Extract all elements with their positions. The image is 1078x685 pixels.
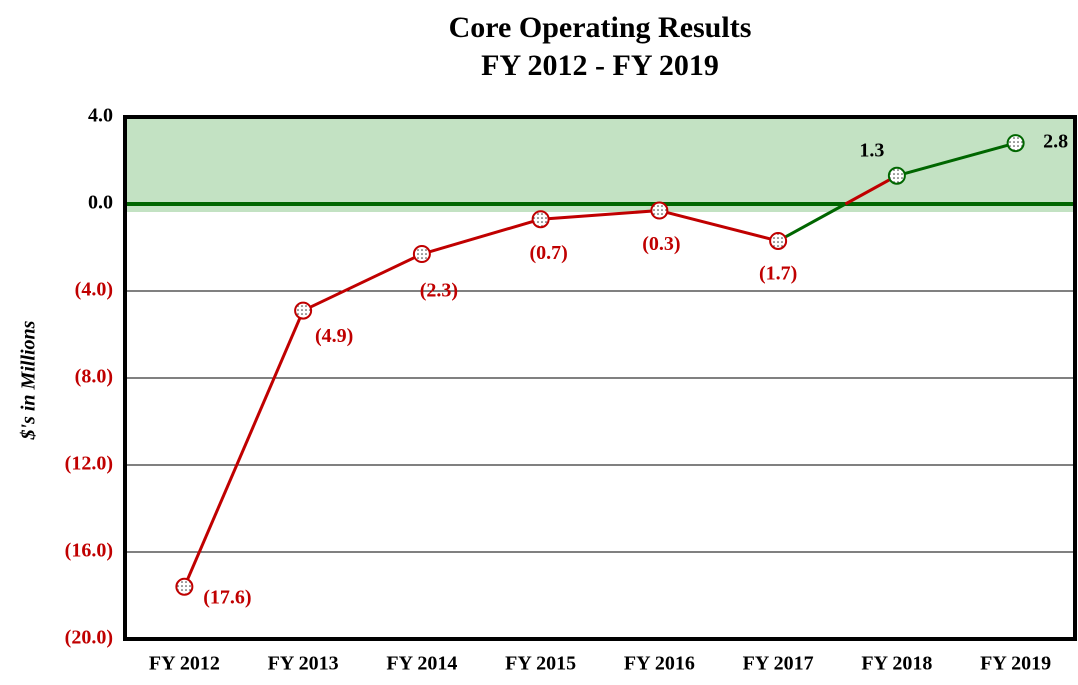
marker <box>175 577 194 596</box>
line-segment <box>777 202 847 243</box>
line-segment <box>844 174 898 206</box>
line-segment <box>659 209 779 243</box>
x-tick-label: FY 2017 <box>743 653 814 675</box>
y-tick-label: (8.0) <box>75 366 113 388</box>
x-tick-label: FY 2013 <box>268 653 339 675</box>
line-segment <box>302 252 423 312</box>
chart-title: Core Operating Results <box>449 11 752 44</box>
data-label: (1.7) <box>759 263 797 285</box>
data-label: (0.7) <box>529 242 567 264</box>
x-tick-label: FY 2016 <box>624 653 695 675</box>
x-tick-label: FY 2018 <box>861 653 932 675</box>
x-tick-label: FY 2019 <box>980 653 1051 675</box>
chart-subtitle: FY 2012 - FY 2019 <box>481 49 719 82</box>
data-label: (2.3) <box>420 280 458 302</box>
marker <box>412 245 431 264</box>
y-axis-label: $'s in Millions <box>18 320 40 440</box>
x-tick-label: FY 2015 <box>505 653 576 675</box>
line-segment <box>182 309 305 588</box>
line-segment <box>896 141 1017 178</box>
line-segment <box>540 209 660 221</box>
y-tick-label: (4.0) <box>75 279 113 301</box>
y-tick-label: 0.0 <box>88 192 113 214</box>
plot-frame <box>123 115 1077 641</box>
y-tick-label: 4.0 <box>88 105 113 127</box>
y-tick-label: (20.0) <box>65 627 113 649</box>
x-tick-label: FY 2012 <box>149 653 220 675</box>
line-segment <box>421 217 542 256</box>
data-label: 2.8 <box>1043 131 1068 153</box>
data-label: (17.6) <box>203 586 251 608</box>
marker <box>531 210 550 229</box>
marker <box>1006 134 1025 153</box>
x-tick-label: FY 2014 <box>386 653 457 675</box>
marker <box>769 231 788 250</box>
y-tick-label: (12.0) <box>65 453 113 475</box>
marker <box>294 301 313 320</box>
positive-band <box>125 117 1075 212</box>
data-label: (0.3) <box>642 233 680 255</box>
data-label: (4.9) <box>315 325 353 347</box>
data-label: 1.3 <box>859 139 884 161</box>
marker <box>887 166 906 185</box>
marker <box>650 201 669 220</box>
y-tick-label: (16.0) <box>65 540 113 562</box>
